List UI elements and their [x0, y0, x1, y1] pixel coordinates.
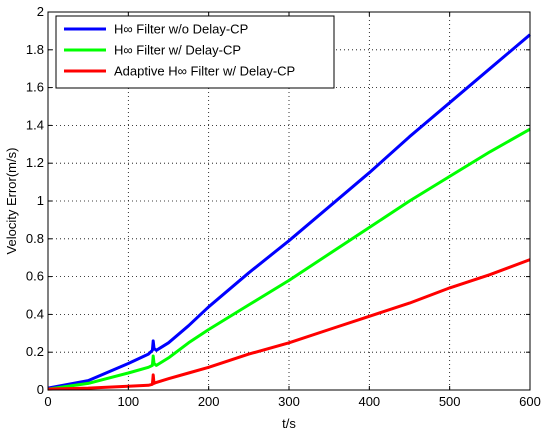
y-axis-label: Velocity Error(m/s): [4, 148, 19, 255]
y-tick-label: 2: [37, 4, 44, 19]
x-tick-label: 0: [44, 394, 51, 409]
x-tick-label: 300: [278, 394, 300, 409]
x-tick-label: 500: [439, 394, 461, 409]
x-tick-label: 600: [519, 394, 541, 409]
legend-label-2: H∞ Filter w/ Delay-CP: [114, 43, 241, 58]
y-tick-label: 1: [37, 193, 44, 208]
y-tick-label: 0.2: [26, 344, 44, 359]
series-line-2: [47, 127, 531, 391]
x-axis-label: t/s: [282, 416, 296, 431]
y-tick-label: 1.6: [26, 80, 44, 95]
legend: H∞ Filter w/o Delay-CP H∞ Filter w/ Delay…: [55, 15, 335, 89]
y-tick-label: 1.4: [26, 117, 44, 132]
legend-entries: H∞ Filter w/o Delay-CP H∞ Filter w/ Delay…: [64, 22, 295, 79]
series-line-3: [47, 258, 531, 391]
axis-ticks: 0 100 200 300 400 500 600 0 0.2 0.4 0.6 0.8 1 1.2 1.4 1…: [26, 4, 541, 409]
x-tick-label: 400: [358, 394, 380, 409]
y-tick-label: 1.2: [26, 155, 44, 170]
series-lines: [47, 33, 531, 391]
x-tick-label: 200: [198, 394, 220, 409]
y-tick-label: 0.8: [26, 231, 44, 246]
series-line-1: [47, 33, 531, 390]
y-tick-label: 0.6: [26, 269, 44, 284]
legend-label-1: H∞ Filter w/o Delay-CP: [114, 22, 248, 37]
y-tick-label: 0.4: [26, 306, 44, 321]
y-tick-label: 0: [37, 382, 44, 397]
y-tick-label: 1.8: [26, 42, 44, 57]
x-tick-label: 100: [117, 394, 139, 409]
legend-label-3: Adaptive H∞ Filter w/ Delay-CP: [114, 64, 295, 79]
